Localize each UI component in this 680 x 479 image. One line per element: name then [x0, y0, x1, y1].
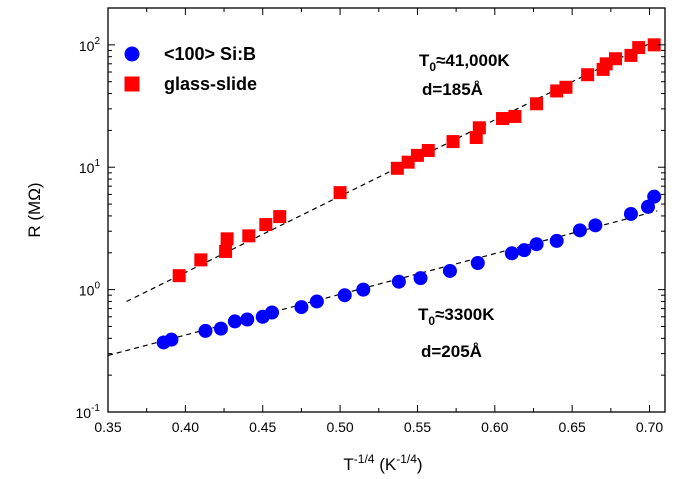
point-si	[517, 243, 532, 258]
data-points	[156, 38, 662, 350]
point-si	[391, 274, 406, 289]
point-si	[572, 223, 587, 238]
x-tick-label: 0.65	[559, 419, 586, 435]
x-axis-title-unit-exp: -1/4	[396, 452, 417, 466]
annotation-si-line2: d=205Å	[421, 342, 482, 361]
point-si	[549, 233, 564, 248]
point-glass	[496, 112, 510, 126]
point-si	[198, 323, 213, 338]
point-glass	[219, 244, 233, 258]
x-axis-title-exp: -1/4	[354, 452, 375, 466]
point-si	[470, 255, 485, 270]
annotation-si-lead: T	[418, 305, 429, 324]
point-glass	[608, 52, 622, 66]
point-si	[356, 282, 371, 297]
point-si	[294, 300, 309, 315]
point-si	[337, 288, 352, 303]
point-si	[413, 271, 428, 286]
y-tick-label: 100	[79, 281, 101, 299]
point-glass	[421, 143, 435, 157]
x-tick-label: 0.40	[172, 419, 199, 435]
y-axis-title: R (MΩ)	[25, 182, 44, 237]
point-glass	[581, 68, 595, 82]
point-glass	[508, 109, 522, 123]
point-glass	[194, 253, 208, 267]
annotation-glass-line2: d=185Å	[422, 80, 483, 99]
point-glass	[632, 41, 646, 55]
y-tick-label: 10-1	[76, 403, 101, 421]
svg-text:T0≈3300K: T0≈3300K	[418, 305, 495, 328]
point-glass	[410, 148, 424, 162]
point-si	[227, 314, 242, 329]
point-glass	[390, 161, 404, 175]
annotation-si: T0≈3300K d=205Å	[418, 305, 495, 361]
x-tick-label: 0.50	[326, 419, 353, 435]
svg-text:T0≈41,000K: T0≈41,000K	[419, 51, 510, 74]
point-glass	[273, 210, 287, 224]
x-tick-label: 0.35	[94, 419, 121, 435]
y-tick-label: 102	[79, 36, 101, 54]
x-tick-label: 0.60	[481, 419, 508, 435]
point-si	[623, 206, 638, 221]
point-si	[309, 294, 324, 309]
x-axis-title-close: )	[417, 455, 423, 474]
x-tick-label: 0.70	[636, 419, 663, 435]
point-si	[240, 312, 255, 327]
point-si	[640, 199, 655, 214]
annotation-si-rest: ≈3300K	[435, 305, 495, 324]
point-si	[504, 246, 519, 261]
legend: <100> Si:B glass-slide	[124, 44, 257, 94]
plot-frame	[107, 7, 666, 413]
point-glass	[242, 229, 256, 243]
annotation-glass-lead: T	[419, 51, 430, 70]
annotation-glass-rest: ≈41,000K	[436, 51, 510, 70]
annotation-glass-sub: 0	[429, 60, 436, 74]
x-axis-title-base: T	[343, 455, 353, 474]
point-si	[529, 237, 544, 252]
x-tick-label: 0.45	[249, 419, 276, 435]
legend-marker-si	[124, 46, 140, 62]
point-glass	[559, 80, 573, 94]
x-axis-title: T-1/4 (K-1/4)	[343, 452, 422, 474]
x-axis-title-unit: (K	[374, 455, 396, 474]
x-tick-label: 0.55	[404, 419, 431, 435]
point-si	[442, 263, 457, 278]
point-glass	[259, 218, 273, 232]
point-si	[265, 305, 280, 320]
point-glass	[333, 186, 347, 200]
y-tick-label: 101	[79, 158, 101, 176]
point-glass	[530, 97, 544, 111]
point-glass	[647, 38, 661, 52]
point-si	[647, 189, 662, 204]
annotation-si-sub: 0	[428, 314, 435, 328]
legend-label-glass: glass-slide	[164, 74, 257, 94]
legend-marker-glass	[124, 76, 140, 92]
point-si	[588, 218, 603, 233]
point-glass	[472, 121, 486, 135]
point-si	[213, 321, 228, 336]
legend-label-si: <100> Si:B	[164, 44, 256, 64]
point-glass	[220, 232, 234, 246]
annotation-glass: T0≈41,000K d=185Å	[419, 51, 510, 99]
point-si	[164, 332, 179, 347]
point-glass	[446, 135, 460, 149]
point-glass	[172, 269, 186, 283]
axis-ticks: 0.35 0.40 0.45 0.50 0.55 0.60 0.65 0.70 10-1 100 1…	[76, 8, 665, 435]
